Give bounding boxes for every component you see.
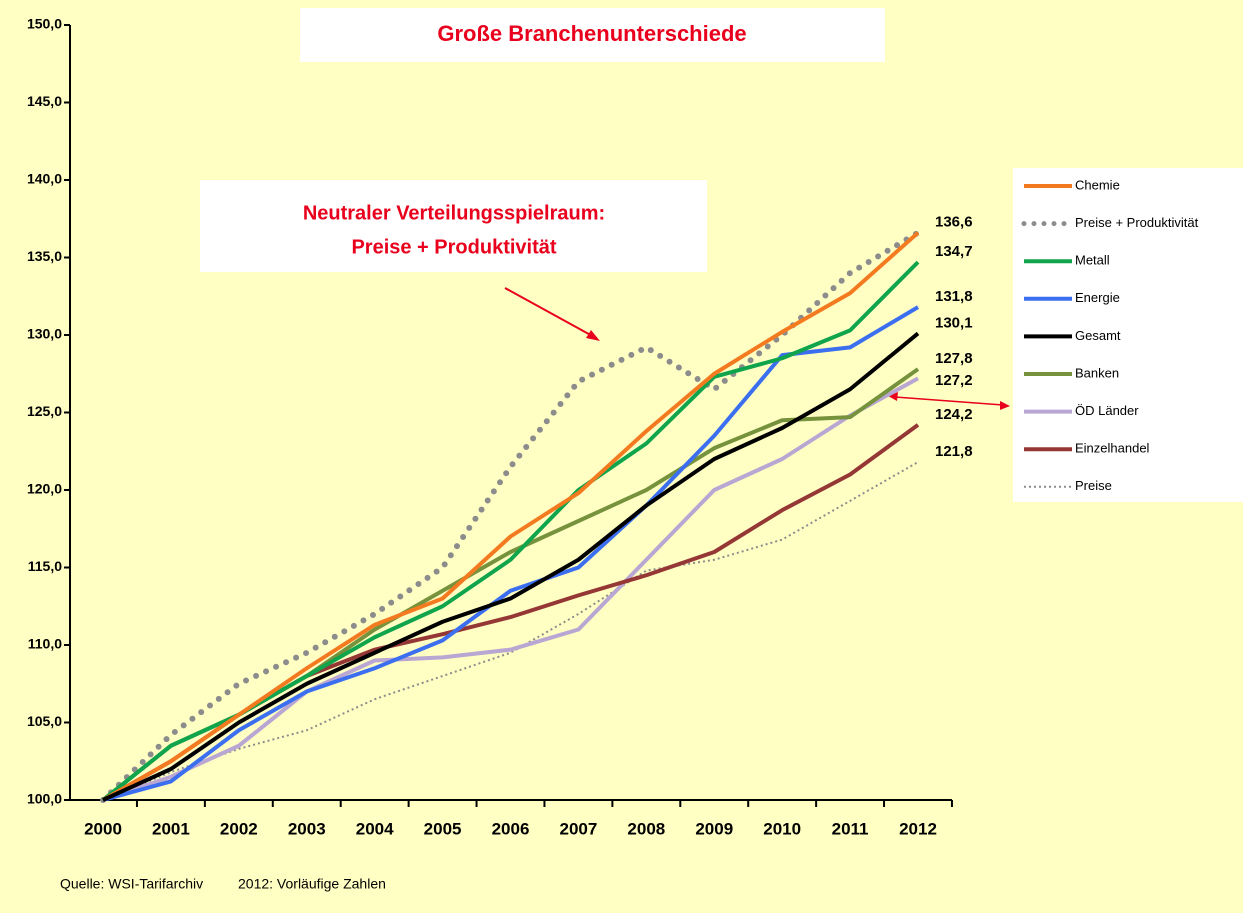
x-tick-label: 2004: [356, 819, 394, 838]
value-label: 130,1: [935, 314, 973, 331]
x-tick-label: 2005: [424, 819, 462, 838]
source: Quelle: WSI-Tarifarchiv: [60, 876, 203, 892]
y-tick-label: 130,0: [27, 326, 62, 342]
legend-label: Metall: [1075, 253, 1110, 268]
legend-label: Chemie: [1075, 177, 1120, 192]
title-box: [300, 8, 885, 62]
annotation-box: [200, 180, 707, 272]
chart-title: Große Branchenunterschiede: [437, 21, 746, 46]
legend-label: ÖD Länder: [1075, 403, 1139, 418]
annotation: Neutraler Verteilungsspielraum:: [303, 202, 605, 224]
x-tick-label: 2007: [560, 819, 598, 838]
legend-label: Gesamt: [1075, 328, 1121, 343]
legend-label: Banken: [1075, 365, 1119, 380]
value-label: 121,8: [935, 443, 973, 460]
value-label: 127,8: [935, 350, 973, 367]
annotation: Preise + Produktivität: [351, 236, 556, 258]
x-tick-label: 2011: [832, 819, 869, 838]
note: 2012: Vorläufige Zahlen: [238, 876, 386, 892]
arrow-head: [1000, 401, 1010, 410]
y-tick-label: 150,0: [27, 16, 62, 32]
series-line: [102, 423, 920, 802]
annotation-arrow: [504, 287, 597, 339]
y-tick-label: 110,0: [28, 636, 62, 652]
x-tick-label: 2009: [695, 819, 733, 838]
y-tick-label: 100,0: [27, 791, 62, 807]
series-line: [101, 260, 920, 802]
x-tick-label: 2012: [899, 819, 937, 838]
series-line: [102, 376, 919, 802]
x-tick-label: 2010: [763, 819, 801, 838]
arrow-head: [586, 330, 600, 341]
y-tick-label: 120,0: [27, 481, 62, 497]
x-tick-label: 2002: [220, 819, 258, 838]
series-line: [102, 231, 920, 802]
series-line: [102, 461, 919, 801]
y-tick-label: 145,0: [27, 93, 62, 109]
x-tick-label: 2001: [152, 819, 190, 838]
y-tick-label: 105,0: [27, 713, 62, 729]
legend-label: Einzelhandel: [1075, 441, 1150, 456]
y-tick-label: 115,0: [28, 558, 62, 574]
legend-label: Preise + Produktivität: [1075, 215, 1199, 230]
y-tick-label: 125,0: [27, 403, 62, 419]
series-line: [102, 331, 920, 802]
series-line: [100, 229, 921, 803]
value-label: 136,6: [935, 214, 973, 231]
legend-label: Energie: [1075, 290, 1120, 305]
x-tick-label: 2000: [84, 819, 122, 838]
y-tick-label: 140,0: [27, 171, 62, 187]
value-label: 134,7: [935, 243, 973, 260]
x-tick-label: 2003: [288, 819, 326, 838]
series-line: [102, 305, 920, 802]
legend-arrow: [894, 396, 1004, 406]
arrow-head: [888, 392, 898, 401]
value-label: 131,8: [935, 288, 973, 305]
y-tick-label: 135,0: [27, 248, 62, 264]
x-tick-label: 2008: [627, 819, 665, 838]
series-line: [101, 367, 920, 802]
value-label: 127,2: [935, 372, 973, 389]
x-tick-label: 2006: [492, 819, 530, 838]
legend-label: Preise: [1075, 478, 1112, 493]
value-label: 124,2: [935, 406, 973, 423]
